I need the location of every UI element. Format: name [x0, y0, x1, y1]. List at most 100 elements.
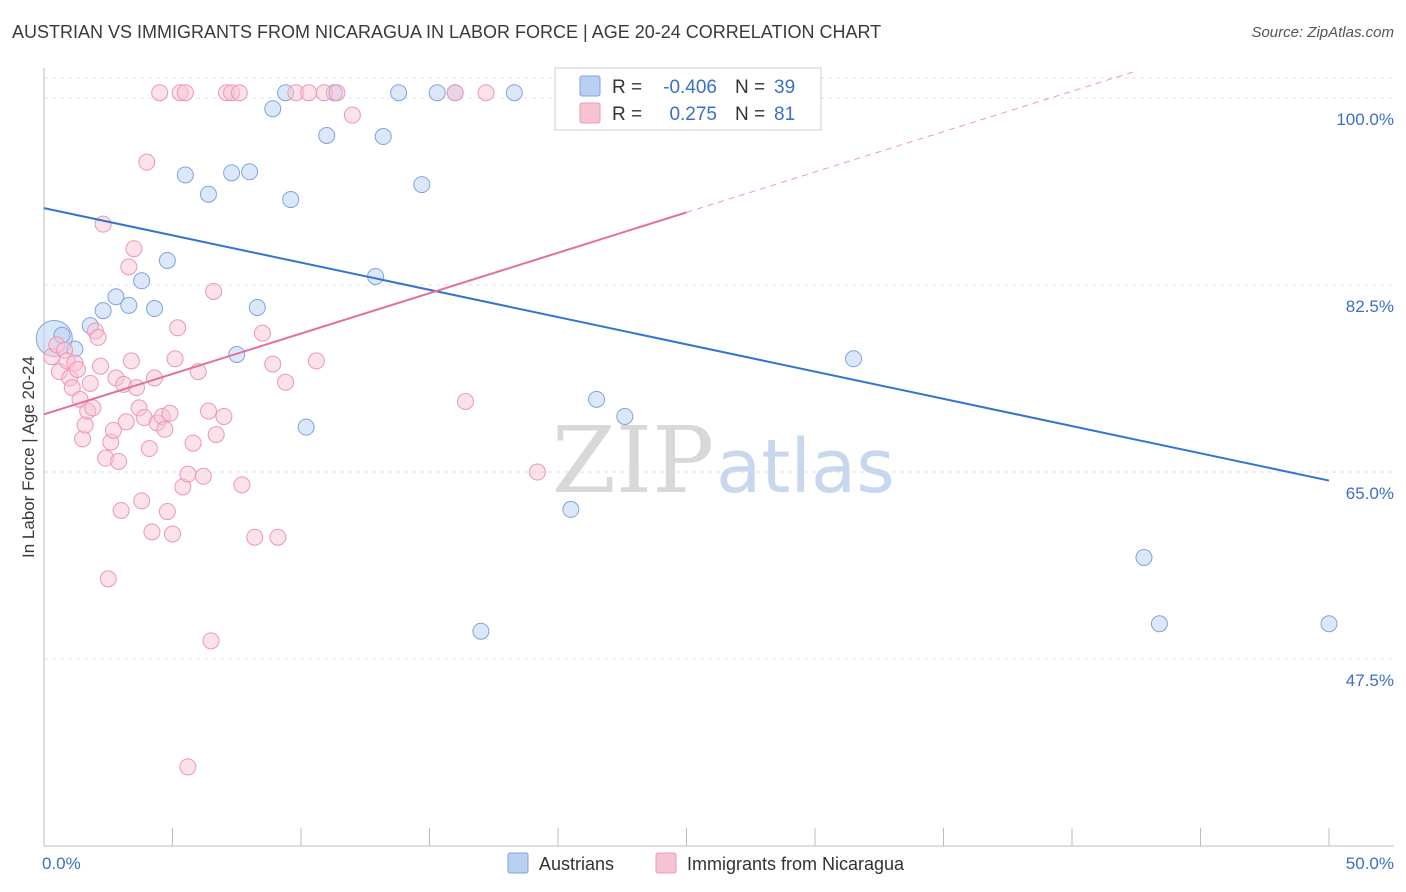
data-point: [110, 452, 128, 470]
data-point: [164, 525, 181, 543]
legend-n-label-austrians: N =: [735, 77, 765, 98]
bottom-legend-label-nicaragua: Immigrants from Nicaragua: [687, 854, 905, 874]
axes: [43, 68, 1394, 847]
data-point: [107, 288, 125, 306]
data-point: [307, 352, 325, 370]
data-point: [166, 350, 184, 368]
data-point: [63, 379, 81, 397]
data-point: [89, 328, 107, 346]
data-point: [151, 84, 169, 102]
y-tick-label: 47.5%: [1346, 671, 1394, 690]
legend-n-value-nicaragua: 81: [774, 104, 795, 125]
trendline-austrians: [43, 207, 1330, 482]
data-point: [845, 350, 863, 368]
data-point: [120, 296, 138, 314]
data-point: [343, 106, 361, 124]
legend-swatch-austrians: [579, 75, 601, 97]
data-point: [246, 528, 264, 546]
correlation-legend: R = -0.406 N = 39 R = 0.275 N = 81: [554, 67, 822, 131]
data-point: [505, 84, 523, 102]
legend-r-value-nicaragua: 0.275: [669, 104, 717, 125]
data-point: [199, 402, 217, 420]
data-point: [264, 100, 282, 118]
trendline-nicaragua: [43, 211, 687, 416]
legend-swatch-nicaragua: [579, 102, 601, 124]
data-point: [117, 413, 135, 431]
y-tick-label: 65.0%: [1346, 484, 1394, 503]
data-point: [140, 440, 158, 458]
y-axis-label: In Labor Force | Age 20-24: [19, 356, 38, 558]
data-point: [215, 407, 233, 425]
data-point: [143, 523, 161, 541]
data-point: [125, 240, 143, 258]
data-point: [318, 126, 336, 144]
legend-n-value-austrians: 39: [774, 77, 795, 98]
data-point: [297, 418, 315, 436]
y-tick-label: 100.0%: [1336, 110, 1394, 129]
data-point: [413, 176, 431, 194]
watermark-zip: ZIP: [552, 407, 714, 514]
data-point: [528, 463, 546, 481]
data-point: [74, 430, 92, 448]
data-point: [253, 324, 271, 342]
data-point: [112, 501, 130, 519]
legend-r-label-austrians: R =: [612, 77, 642, 98]
source-label: Source: ZipAtlas.com: [1251, 24, 1394, 41]
data-point: [248, 298, 266, 316]
legend-n-label-nicaragua: N =: [735, 104, 765, 125]
watermark-atlas: atlas: [716, 424, 895, 510]
data-point: [233, 476, 251, 494]
data-point: [99, 570, 117, 588]
x-tick-label-max: 50.0%: [1346, 854, 1394, 873]
data-point: [1150, 615, 1168, 633]
data-point: [76, 416, 94, 434]
data-point: [616, 407, 634, 425]
data-point: [205, 282, 223, 300]
data-point: [122, 352, 140, 370]
data-point: [477, 84, 495, 102]
data-point: [223, 164, 241, 182]
data-point: [176, 84, 194, 102]
data-point: [94, 302, 112, 320]
data-point: [472, 622, 490, 640]
trendlines: [43, 70, 1330, 482]
data-point: [138, 153, 156, 171]
data-point: [179, 758, 197, 776]
data-point: [1135, 549, 1153, 567]
data-point: [104, 421, 122, 439]
data-point: [328, 84, 346, 102]
data-point: [169, 319, 187, 337]
series-nicaragua: [43, 84, 582, 776]
data-point: [269, 528, 287, 546]
data-point: [194, 467, 212, 485]
data-point: [133, 272, 151, 290]
data-point: [300, 84, 318, 102]
chart-title: AUSTRIAN VS IMMIGRANTS FROM NICARAGUA IN…: [12, 22, 882, 42]
trendline-nicaragua-extension: [686, 70, 1136, 213]
data-point: [282, 191, 300, 209]
bottom-legend-label-austrians: Austrians: [539, 854, 614, 874]
series-austrians: [35, 84, 1338, 640]
legend-r-value-austrians: -0.406: [663, 77, 717, 98]
data-point: [446, 84, 464, 102]
data-point: [184, 434, 202, 452]
data-point: [84, 399, 102, 417]
bottom-legend-swatch-austrians: [507, 852, 529, 874]
data-point: [146, 300, 164, 318]
data-point: [176, 166, 194, 184]
legend-r-label-nicaragua: R =: [612, 104, 642, 125]
data-point: [158, 251, 176, 269]
data-point: [133, 492, 151, 510]
data-point: [374, 128, 392, 146]
y-tick-label: 82.5%: [1346, 297, 1394, 316]
data-point: [390, 84, 408, 102]
data-point: [156, 420, 174, 438]
data-point: [207, 426, 225, 444]
data-point: [179, 465, 197, 483]
data-point: [199, 185, 217, 203]
data-point: [92, 357, 110, 375]
x-axis-ticks: [43, 828, 1330, 846]
data-point: [120, 258, 138, 276]
data-point: [241, 163, 259, 181]
